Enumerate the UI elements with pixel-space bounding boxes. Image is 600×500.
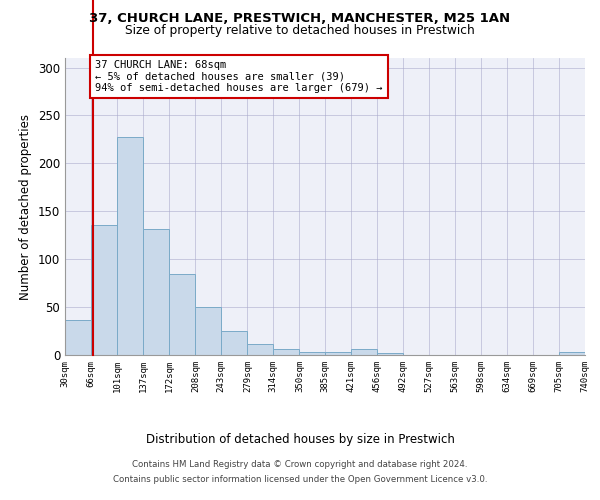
Text: Size of property relative to detached houses in Prestwich: Size of property relative to detached ho… [125, 24, 475, 37]
Bar [221, 331, 247, 355]
Bar [299, 352, 325, 355]
Bar [91, 224, 117, 355]
Bar [352, 350, 377, 355]
Bar [325, 352, 352, 355]
Text: 37 CHURCH LANE: 68sqm
← 5% of detached houses are smaller (39)
94% of semi-detac: 37 CHURCH LANE: 68sqm ← 5% of detached h… [95, 60, 383, 93]
Bar [143, 228, 169, 355]
Text: 37, CHURCH LANE, PRESTWICH, MANCHESTER, M25 1AN: 37, CHURCH LANE, PRESTWICH, MANCHESTER, … [89, 12, 511, 26]
Bar [247, 344, 273, 355]
Bar [65, 320, 91, 355]
Text: Distribution of detached houses by size in Prestwich: Distribution of detached houses by size … [146, 433, 454, 446]
Bar [169, 274, 196, 355]
Bar [273, 350, 299, 355]
Bar [196, 307, 221, 355]
Text: Contains public sector information licensed under the Open Government Licence v3: Contains public sector information licen… [113, 475, 487, 484]
Bar [559, 352, 585, 355]
Bar [377, 353, 403, 355]
Bar [117, 136, 143, 355]
Y-axis label: Number of detached properties: Number of detached properties [19, 114, 32, 300]
Text: Contains HM Land Registry data © Crown copyright and database right 2024.: Contains HM Land Registry data © Crown c… [132, 460, 468, 469]
